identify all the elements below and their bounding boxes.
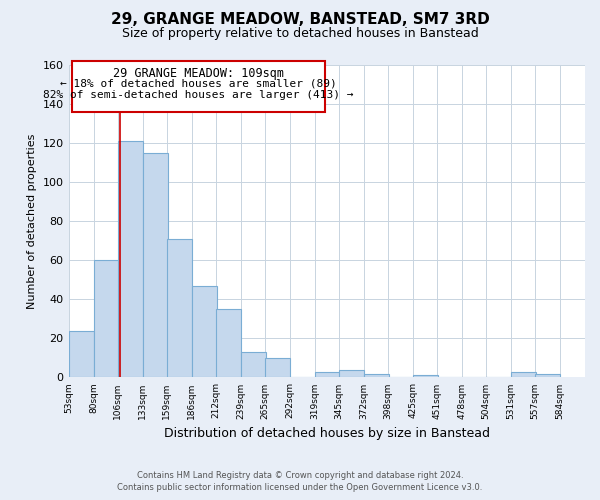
FancyBboxPatch shape [72,61,325,112]
Bar [191,286,217,378]
Bar [364,374,389,378]
X-axis label: Distribution of detached houses by size in Banstead: Distribution of detached houses by size … [164,427,490,440]
Bar [339,370,364,378]
Bar [216,309,241,378]
Y-axis label: Number of detached properties: Number of detached properties [27,134,37,309]
Bar [143,152,167,378]
Text: 82% of semi-detached houses are larger (413) →: 82% of semi-detached houses are larger (… [43,90,354,100]
Text: 29, GRANGE MEADOW, BANSTEAD, SM7 3RD: 29, GRANGE MEADOW, BANSTEAD, SM7 3RD [110,12,490,28]
Text: ← 18% of detached houses are smaller (89): ← 18% of detached houses are smaller (89… [60,78,337,88]
Bar [511,372,536,378]
Bar [315,372,340,378]
Text: 29 GRANGE MEADOW: 109sqm: 29 GRANGE MEADOW: 109sqm [113,67,284,80]
Bar [167,238,191,378]
Bar [118,141,143,378]
Bar [265,358,290,378]
Bar [241,352,266,378]
Bar [413,376,438,378]
Bar [94,260,119,378]
Bar [535,374,560,378]
Text: Contains HM Land Registry data © Crown copyright and database right 2024.
Contai: Contains HM Land Registry data © Crown c… [118,471,482,492]
Text: Size of property relative to detached houses in Banstead: Size of property relative to detached ho… [122,28,478,40]
Bar [68,330,94,378]
